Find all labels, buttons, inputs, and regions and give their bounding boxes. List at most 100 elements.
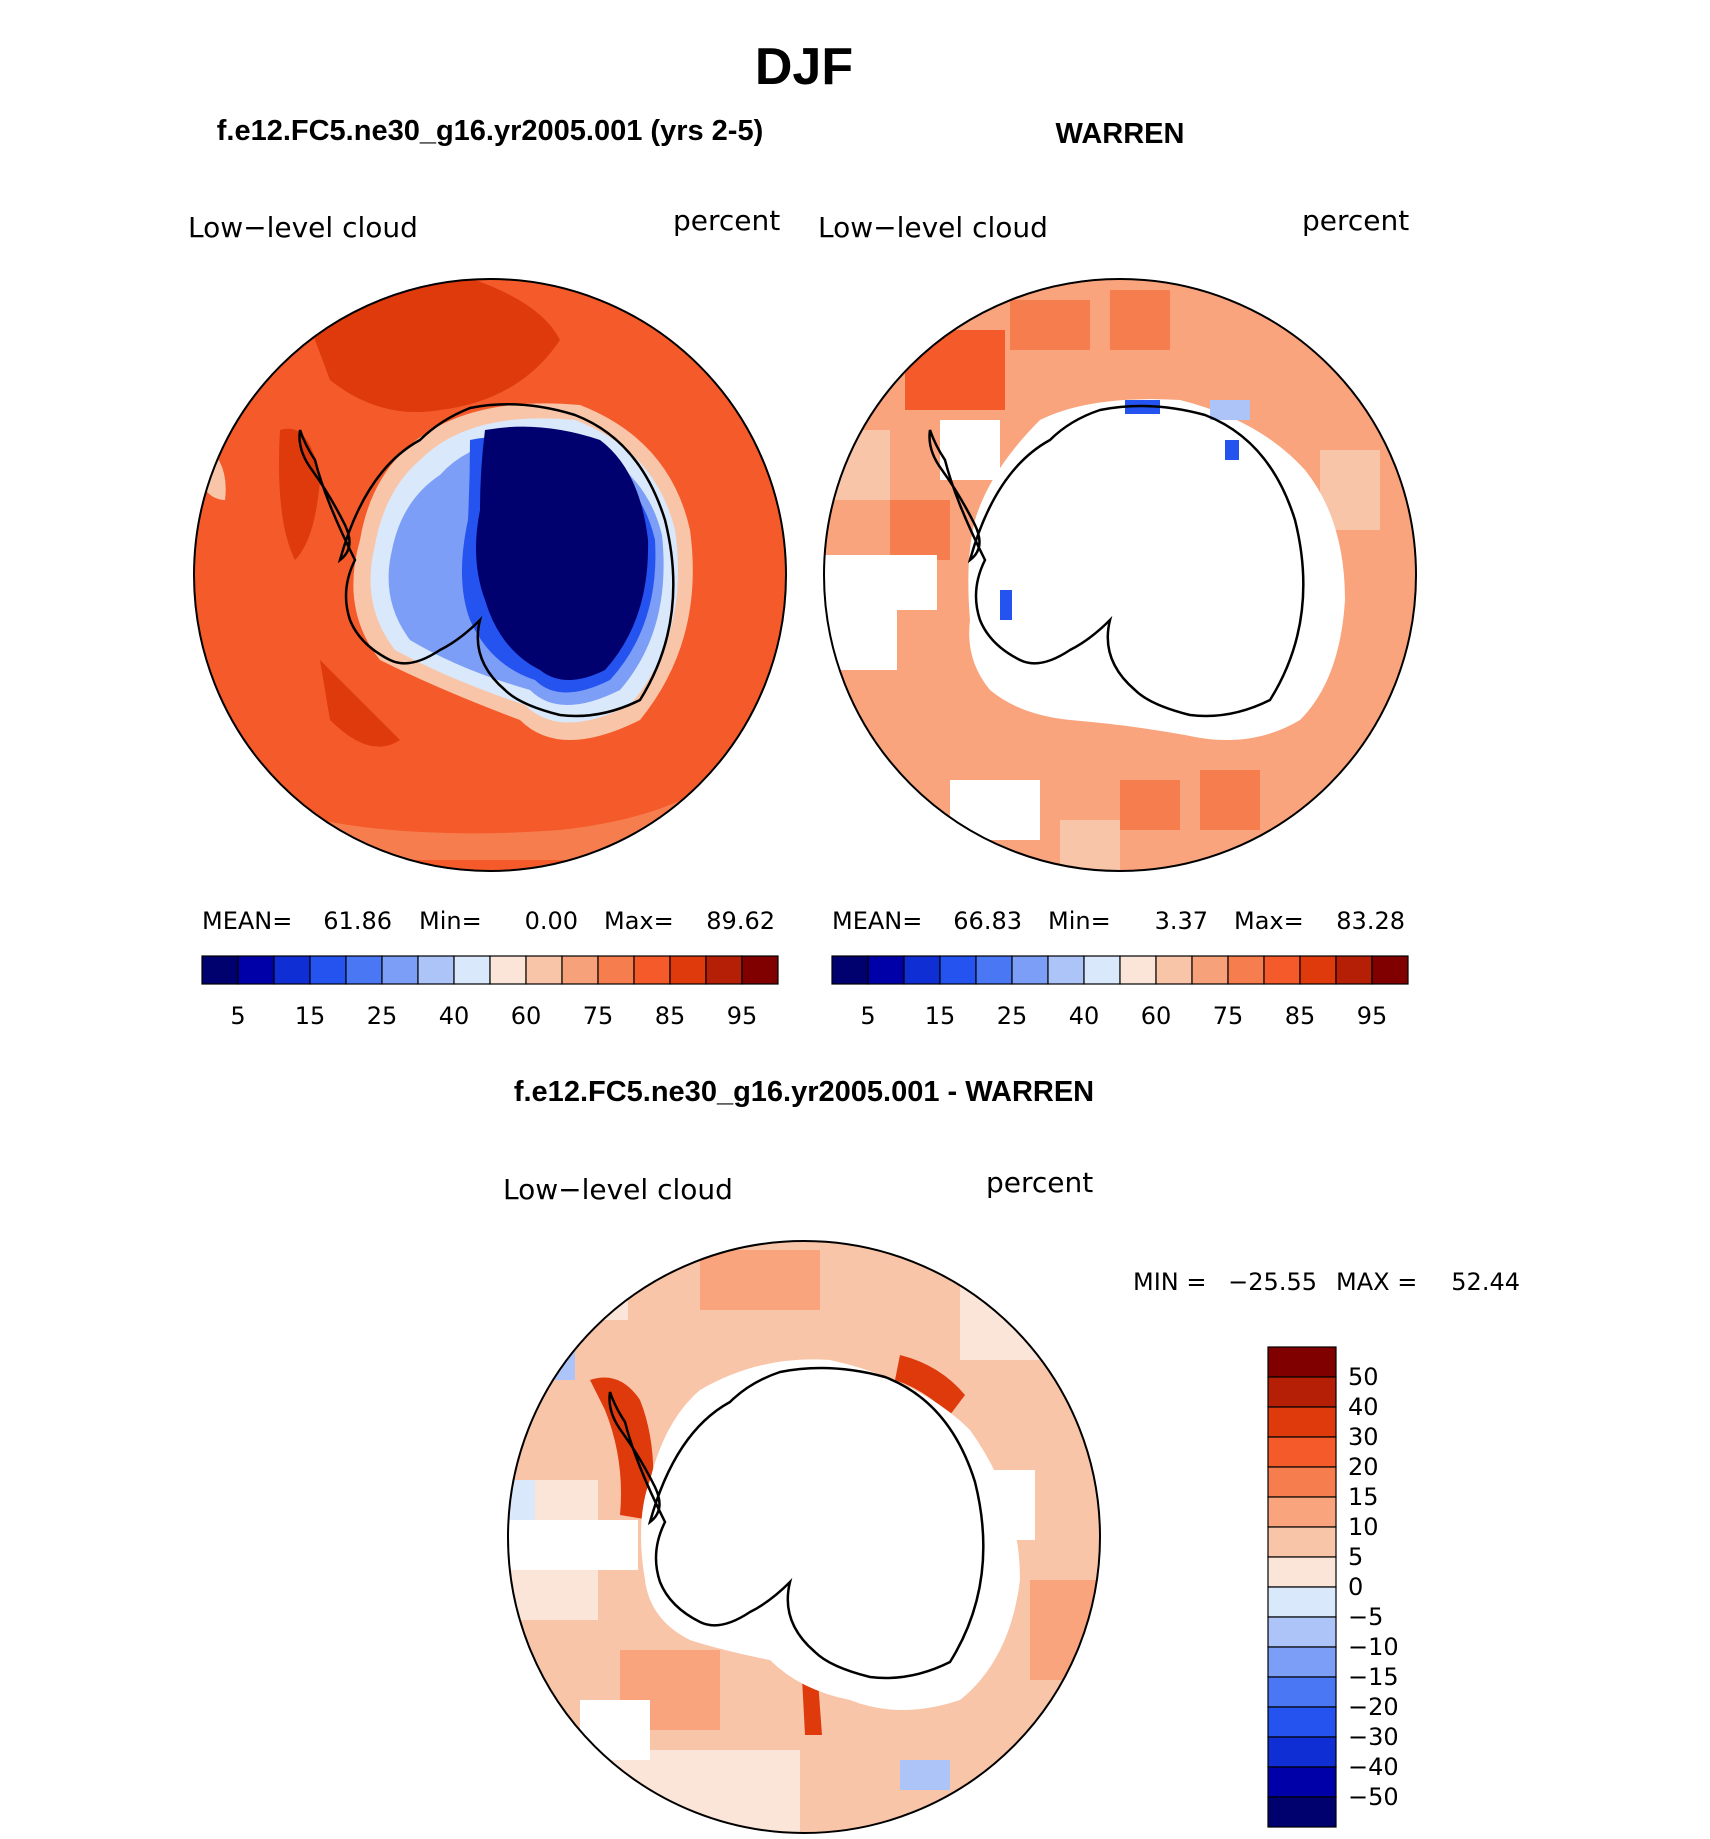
colorbar-swatch <box>1335 955 1373 985</box>
model-low-cloud-core <box>476 426 649 680</box>
colorbar-swatch <box>273 955 311 985</box>
colorbar-swatch <box>1267 1586 1337 1618</box>
obs-block-s2 <box>1200 770 1260 830</box>
obs-variable-label: Low−level cloud <box>818 211 1048 244</box>
colorbar-tick-label: 85 <box>655 1002 686 1030</box>
obs-map <box>824 279 1416 871</box>
colorbar-swatch <box>1267 1766 1337 1798</box>
colorbar-swatch <box>1267 1346 1337 1378</box>
colorbar-tick-label: 40 <box>439 1002 470 1030</box>
model-mean-label: MEAN= <box>202 907 292 935</box>
colorbar-swatch <box>1119 955 1157 985</box>
diff-light-block-3 <box>600 1750 800 1833</box>
colorbar-tick-label: 5 <box>230 1002 245 1030</box>
colorbar-tick-label: 25 <box>997 1002 1028 1030</box>
colorbar-tick-label: 85 <box>1285 1002 1316 1030</box>
colorbar-swatch <box>1267 1496 1337 1528</box>
colorbar-swatch <box>309 955 347 985</box>
colorbar-swatch <box>1011 955 1049 985</box>
colorbar-swatch <box>633 955 671 985</box>
colorbar-swatch <box>201 955 239 985</box>
model-panel-title: f.e12.FC5.ne30_g16.yr2005.001 (yrs 2-5) <box>217 115 764 147</box>
colorbar-swatch <box>417 955 455 985</box>
colorbar-swatch <box>1267 1556 1337 1588</box>
colorbar-tick-label: 5 <box>1348 1543 1363 1571</box>
diff-neg-block-2 <box>510 1480 535 1520</box>
colorbar-tick-label: −20 <box>1348 1693 1399 1721</box>
model-light-region-south <box>290 790 720 860</box>
colorbar-tick-label: 20 <box>1348 1453 1379 1481</box>
model-variable-label: Low−level cloud <box>188 211 418 244</box>
obs-block-n <box>1010 300 1090 350</box>
diff-pos-west-band <box>590 1377 654 1520</box>
obs-min-label: Min= <box>1048 907 1111 935</box>
obs-units-label: percent <box>1302 204 1409 237</box>
colorbar-swatch <box>237 955 275 985</box>
colorbar-swatch <box>903 955 941 985</box>
obs-negative-patch-3 <box>1000 590 1012 620</box>
colorbar-swatch <box>741 955 779 985</box>
diff-max-label: MAX = <box>1336 1268 1417 1296</box>
model-min-label: Min= <box>419 907 482 935</box>
colorbar-tick-label: 95 <box>1357 1002 1388 1030</box>
model-max-value: 89.62 <box>706 907 775 935</box>
obs-map-border <box>823 278 1417 872</box>
diff-variable-label: Low−level cloud <box>503 1173 733 1206</box>
colorbar-tick-label: 30 <box>1348 1423 1379 1451</box>
colorbar-tick-label: −30 <box>1348 1723 1399 1751</box>
obs-panel-title: WARREN <box>1056 118 1185 150</box>
colorbar-swatch <box>1267 1736 1337 1768</box>
colorbar-tick-label: 15 <box>925 1002 956 1030</box>
colorbar-swatch <box>1371 955 1409 985</box>
colorbar-tick-label: 75 <box>583 1002 614 1030</box>
model-map-border <box>193 278 787 872</box>
obs-gap-west <box>824 555 937 610</box>
colorbar-swatch <box>1299 955 1337 985</box>
obs-block-nw <box>905 330 1005 410</box>
colorbar-swatch <box>597 955 635 985</box>
colorbar-swatch <box>1267 1526 1337 1558</box>
model-min-value: 0.00 <box>525 907 578 935</box>
colorbar-swatch <box>453 955 491 985</box>
obs-gap-sw <box>950 780 1040 840</box>
colorbar-swatch <box>1191 955 1229 985</box>
diff-units-label: percent <box>986 1166 1093 1199</box>
colorbar-swatch <box>561 955 599 985</box>
diff-gap-ring <box>641 1359 1020 1710</box>
diff-gap-sw <box>580 1700 650 1760</box>
diff-min-value: −25.55 <box>1228 1268 1317 1296</box>
colorbar-swatch <box>1047 955 1085 985</box>
colorbar-swatch <box>1267 1796 1337 1828</box>
diff-mid-block-3 <box>1030 1580 1100 1680</box>
obs-block-w <box>890 500 950 560</box>
obs-antarctica-coastline <box>928 404 1305 718</box>
colorbar-tick-label: −5 <box>1348 1603 1383 1631</box>
obs-mean-label: MEAN= <box>832 907 922 935</box>
colorbar-swatch <box>1267 1676 1337 1708</box>
colorbar-tick-label: 60 <box>1141 1002 1172 1030</box>
colorbar-swatch <box>1267 1466 1337 1498</box>
colorbar-tick-label: −15 <box>1348 1663 1399 1691</box>
colorbar-swatch <box>1263 955 1301 985</box>
diff-mid-block-1 <box>700 1250 820 1310</box>
colorbar-swatch <box>1083 955 1121 985</box>
colorbar-tick-label: −40 <box>1348 1753 1399 1781</box>
obs-gap-west2 <box>824 610 897 670</box>
colorbar-swatch <box>1227 955 1265 985</box>
colorbar-tick-label: 25 <box>367 1002 398 1030</box>
diff-light-block-1 <box>508 1241 628 1320</box>
model-map <box>194 279 786 871</box>
colorbar-swatch <box>1267 1376 1337 1408</box>
model-colorbar: 5 15 25 40 60 75 85 95 <box>201 955 779 1030</box>
colorbar-tick-label: −50 <box>1348 1783 1399 1811</box>
diff-panel-title: f.e12.FC5.ne30_g16.yr2005.001 - WARREN <box>514 1076 1094 1108</box>
obs-colorbar: 5 15 25 40 60 75 85 95 <box>831 955 1409 1030</box>
model-dark-region-nw <box>300 279 560 412</box>
diff-neg-block-3 <box>900 1760 950 1790</box>
diff-map-border <box>507 1240 1101 1834</box>
colorbar-tick-label: 10 <box>1348 1513 1379 1541</box>
colorbar-swatch <box>489 955 527 985</box>
season-title: DJF <box>755 38 853 96</box>
